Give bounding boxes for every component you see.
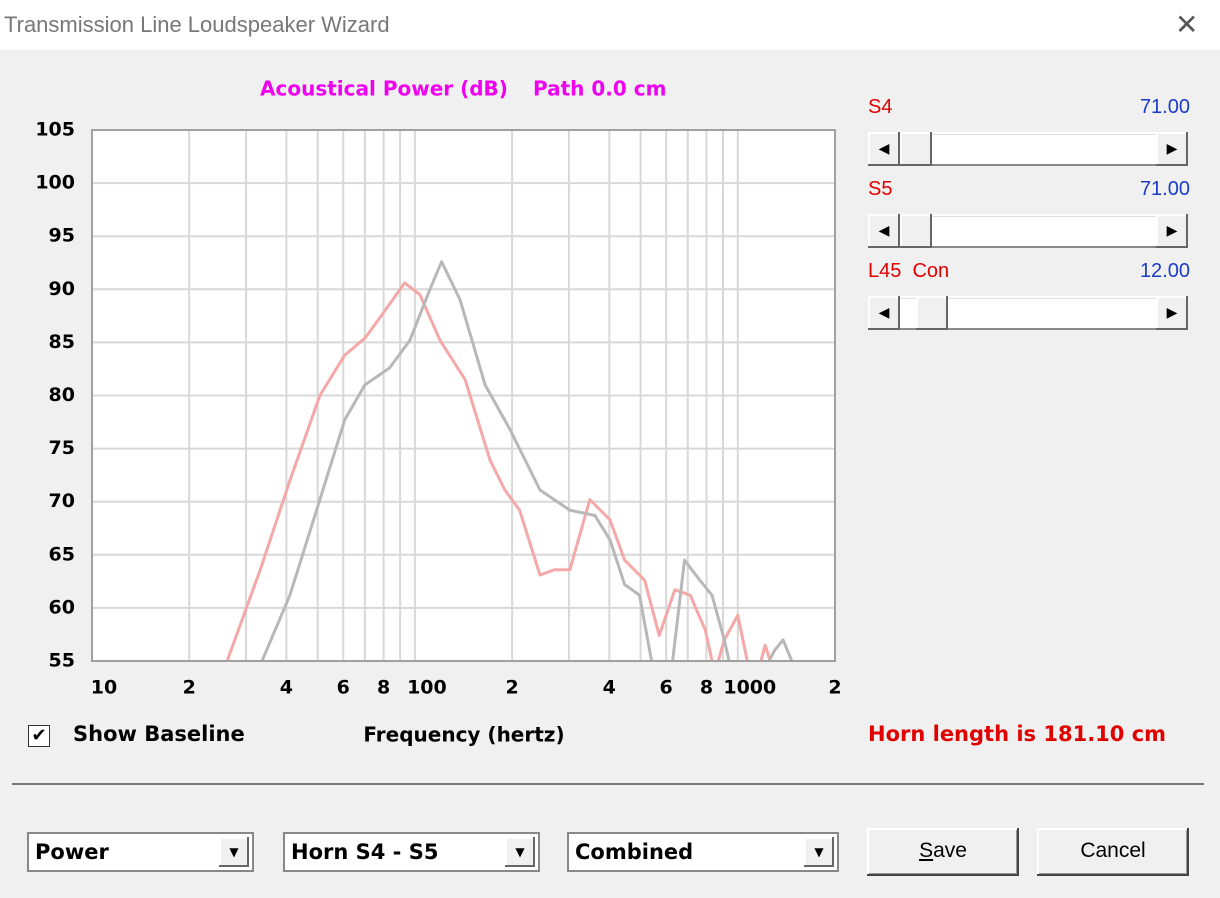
y-tick-label: 60 (49, 596, 75, 618)
dropdown-arrow[interactable]: ▼ (505, 837, 535, 867)
checkbox-label[interactable]: Show Baseline (73, 722, 245, 746)
x-tick-label: 4 (603, 677, 616, 699)
y-tick-label: 95 (49, 225, 75, 247)
slider-value: 12.00 (1139, 260, 1190, 282)
slider-label: S5 (868, 178, 893, 200)
chart-subtitle: Path 0.0 cm (533, 77, 666, 101)
x-tick-label: 8 (700, 677, 713, 699)
dropdown-arrow[interactable]: ▼ (219, 837, 249, 867)
x-axis-label: Frequency (hertz) (363, 723, 564, 747)
title-bar (0, 0, 1220, 50)
y-tick-label: 100 (35, 172, 75, 194)
dropdown-value: Power (35, 840, 109, 864)
slider-left-button[interactable]: ◀ (868, 296, 900, 330)
x-tick-label: 10 (91, 677, 117, 699)
series-line (225, 281, 772, 661)
x-tick-label: 4 (280, 677, 293, 699)
separator (12, 783, 1204, 785)
slider-label: L45 Con (868, 260, 950, 282)
dropdown[interactable]: Power ▼ (27, 832, 254, 872)
slider-value: 71.00 (1139, 178, 1190, 200)
y-tick-label: 105 (35, 119, 75, 141)
cancel-button[interactable]: Cancel (1037, 828, 1189, 876)
checkbox[interactable]: ✔ (28, 725, 50, 747)
save-button[interactable]: Save (867, 828, 1019, 876)
slider-thumb[interactable] (916, 296, 948, 330)
dropdown-value: Horn S4 - S5 (291, 840, 439, 864)
y-tick-label: 75 (49, 437, 75, 459)
chart-title: Acoustical Power (dB) (260, 77, 508, 101)
x-tick-label: 2 (505, 677, 518, 699)
status-text: Horn length is 181.10 cm (868, 722, 1167, 746)
chart: Acoustical Power (dB) Path 0.0 cm Freque… (35, 77, 841, 747)
x-tick-label: 1000 (723, 677, 776, 699)
slider-right-button[interactable]: ▶ (1156, 296, 1188, 330)
x-tick-label: 8 (377, 677, 390, 699)
dropdown[interactable]: Combined ▼ (567, 832, 839, 872)
y-tick-label: 55 (49, 650, 75, 672)
y-tick-label: 90 (49, 278, 75, 300)
y-tick-label: 80 (49, 384, 75, 406)
slider-right-button[interactable]: ▶ (1156, 214, 1188, 248)
x-tick-label: 6 (337, 677, 350, 699)
slider-thumb[interactable] (900, 214, 932, 248)
series-line (260, 260, 794, 661)
slider-right-button[interactable]: ▶ (1156, 132, 1188, 166)
y-tick-label: 65 (49, 543, 75, 565)
slider-value: 71.00 (1139, 96, 1190, 118)
slider-left-button[interactable]: ◀ (868, 214, 900, 248)
x-tick-label: 100 (407, 677, 447, 699)
dropdown[interactable]: Horn S4 - S5 ▼ (283, 832, 540, 872)
x-tick-label: 6 (660, 677, 673, 699)
slider-label: S4 (868, 96, 893, 118)
y-tick-label: 85 (49, 331, 75, 353)
dropdown-value: Combined (575, 840, 694, 864)
window-title: Transmission Line Loudspeaker Wizard (4, 12, 390, 37)
dropdown-arrow[interactable]: ▼ (804, 837, 834, 867)
x-tick-label: 2 (183, 677, 196, 699)
y-tick-label: 70 (49, 490, 75, 512)
close-button[interactable]: ✕ (1175, 9, 1199, 40)
slider-thumb[interactable] (900, 132, 932, 166)
plot-border (91, 129, 836, 662)
x-tick-label: 2 (828, 677, 841, 699)
slider-left-button[interactable]: ◀ (868, 132, 900, 166)
